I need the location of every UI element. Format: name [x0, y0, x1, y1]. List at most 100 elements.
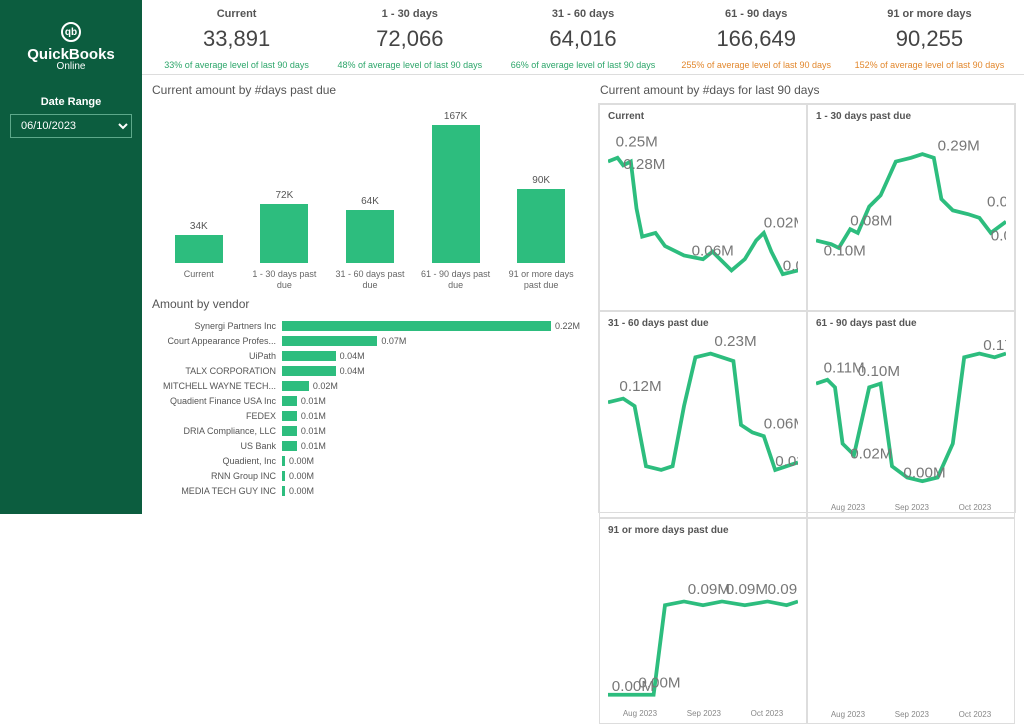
vendor-row: Quadient Finance USA Inc 0.01M — [152, 394, 580, 408]
vendor-name: Court Appearance Profes... — [152, 336, 282, 346]
sparkline-cell: 61 - 90 days past due 0.11M0.10M0.02M0.00… — [807, 311, 1015, 518]
vendor-row: MITCHELL WAYNE TECH...0.02M — [152, 379, 580, 393]
right-column: Current amount by #days for last 90 days… — [598, 79, 1016, 514]
sparklines-title: Current amount by #days for last 90 days — [600, 83, 1016, 97]
sparkline-cell-empty: Aug 2023Sep 2023Oct 2023 — [807, 518, 1015, 724]
vendor-bar[interactable] — [282, 336, 377, 346]
vendor-bar-area: 0.07M — [282, 336, 580, 346]
vendor-bar-area: 0.01M — [282, 441, 580, 451]
sparkline-line[interactable] — [608, 354, 798, 470]
vendor-row: Synergi Partners Inc 0.22M — [152, 319, 580, 333]
vendor-bar-area: 0.00M — [282, 471, 580, 481]
bar-category-label: 31 - 60 days past due — [335, 269, 405, 293]
vendor-bar[interactable] — [282, 381, 309, 391]
vendor-name: Synergi Partners Inc — [152, 321, 282, 331]
bar[interactable] — [260, 204, 308, 263]
spark-annotation: 0.12M — [619, 378, 661, 395]
spark-annotation: 0.06M — [692, 243, 734, 260]
bar-wrap: 72K1 - 30 days past due — [249, 190, 319, 293]
spark-annotation: 0.07M — [991, 227, 1006, 244]
sparkline-title: 1 - 30 days past due — [816, 111, 1006, 122]
vendor-name: FEDEX — [152, 411, 282, 421]
bar[interactable] — [175, 235, 223, 263]
kpi-value: 166,649 — [676, 26, 837, 52]
kpi-row: Current33,89133% of average level of las… — [142, 0, 1024, 75]
vendor-bar[interactable] — [282, 351, 336, 361]
kpi-note: 152% of average level of last 90 days — [849, 60, 1010, 70]
sparkline-cell: 91 or more days past due0.00M0.00M0.09M0… — [599, 518, 807, 724]
kpi-note: 66% of average level of last 90 days — [502, 60, 663, 70]
vendor-bar-area: 0.01M — [282, 426, 580, 436]
vendor-bar-area: 0.00M — [282, 486, 580, 496]
kpi-card: 1 - 30 days72,06648% of average level of… — [323, 6, 496, 72]
sparkline-title: Current — [608, 111, 798, 122]
spark-annotation: 0.09M — [726, 581, 768, 598]
daterange-label: Date Range — [41, 96, 102, 108]
vendor-value: 0.01M — [301, 411, 326, 421]
bar-category-label: 61 - 90 days past due — [421, 269, 491, 293]
vendor-value: 0.07M — [381, 336, 406, 346]
left-column: Current amount by #days past due 34KCurr… — [150, 79, 590, 514]
bar-chart: 34KCurrent72K1 - 30 days past due64K31 -… — [150, 103, 590, 293]
spark-annotation: 0.10M — [858, 363, 900, 380]
bar-value-label: 34K — [190, 221, 208, 232]
brand-logo: qb QuickBooks Online — [27, 22, 115, 72]
kpi-card: 31 - 60 days 64,016 66% of average level o… — [496, 6, 669, 72]
main-area: Current33,89133% of average level of las… — [142, 0, 1024, 514]
vendor-bar[interactable] — [282, 411, 297, 421]
vendor-chart: Synergi Partners Inc 0.22M Court Appearanc… — [150, 317, 590, 499]
vendor-bar[interactable] — [282, 441, 297, 451]
vendor-value: 0.22M — [555, 321, 580, 331]
bar[interactable] — [517, 189, 565, 263]
vendor-bar[interactable] — [282, 426, 297, 436]
vendor-name: Quadient, Inc — [152, 456, 282, 466]
sidebar: qb QuickBooks Online Date Range 06/10/20… — [0, 0, 142, 514]
vendor-bar-area: 0.04M — [282, 351, 580, 361]
spark-annotation: 0.29M — [938, 137, 980, 154]
sparkline-svg: 0.12M0.23M0.06M0.03M — [608, 331, 798, 500]
vendor-bar[interactable] — [282, 456, 285, 466]
kpi-card: 91 or more days90,255152% of average lev… — [843, 6, 1016, 72]
vendor-name: TALX CORPORATION — [152, 366, 282, 376]
bar-wrap: 90K91 or more days past due — [506, 175, 576, 293]
vendor-bar[interactable] — [282, 366, 336, 376]
vendor-value: 0.01M — [301, 441, 326, 451]
kpi-value: 64,016 — [502, 26, 663, 52]
kpi-label: 31 - 60 days — [502, 8, 663, 20]
sparkline-cell: Current0.25M0.28M0.06M0.02M0.03M — [599, 104, 807, 311]
sparkline-svg: 0.25M0.28M0.06M0.02M0.03M — [608, 124, 798, 293]
sparkline-line[interactable] — [816, 154, 1006, 248]
daterange-select[interactable]: 06/10/2023 — [10, 114, 132, 138]
kpi-note: 255% of average level of last 90 days — [676, 60, 837, 70]
vendor-bar[interactable] — [282, 396, 297, 406]
spark-annotation: 0.25M — [616, 134, 658, 151]
bar[interactable] — [432, 125, 480, 263]
kpi-card: Current33,89133% of average level of las… — [150, 6, 323, 72]
spark-annotation: 0.00M — [638, 674, 680, 691]
vendor-name: MEDIA TECH GUY INC — [152, 486, 282, 496]
vendor-value: 0.01M — [301, 396, 326, 406]
sparkline-svg: 0.11M0.10M0.02M0.00M0.17M — [816, 331, 1006, 500]
sparkline-cell: 1 - 30 days past due0.08M0.10M0.29M0.07M… — [807, 104, 1015, 311]
kpi-label: 1 - 30 days — [329, 8, 490, 20]
spark-annotation: 0.28M — [623, 156, 665, 173]
bar-value-label: 167K — [444, 111, 467, 122]
kpi-label: 91 or more days — [849, 8, 1010, 20]
vendor-bar[interactable] — [282, 321, 551, 331]
vendor-bar[interactable] — [282, 486, 285, 496]
sparkline-xaxis: Aug 2023Sep 2023Oct 2023 — [816, 710, 1006, 719]
vendor-bar-area: 0.01M — [282, 411, 580, 421]
kpi-note: 33% of average level of last 90 days — [156, 60, 317, 70]
vendor-bar[interactable] — [282, 471, 285, 481]
bar[interactable] — [346, 210, 394, 263]
vendor-value: 0.00M — [289, 456, 314, 466]
bar-chart-title: Current amount by #days past due — [152, 83, 590, 97]
sparkline-title: 61 - 90 days past due — [816, 318, 1006, 329]
bar-wrap: 167K 61 - 90 days past due — [421, 111, 491, 293]
vendor-row: MEDIA TECH GUY INC0.00M — [152, 484, 580, 498]
sparkline-xaxis: Aug 2023Sep 2023Oct 2023 — [608, 709, 798, 718]
vendor-name: Quadient Finance USA Inc — [152, 396, 282, 406]
bar-wrap: 34KCurrent — [164, 221, 234, 293]
spark-annotation: 0.10M — [824, 243, 866, 260]
vendor-bar-area: 0.01M — [282, 396, 580, 406]
